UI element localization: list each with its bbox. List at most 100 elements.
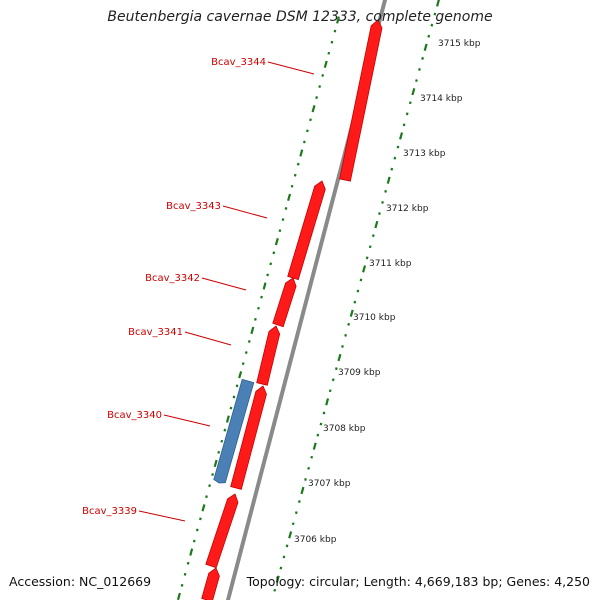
gene-label-leader [267, 61, 315, 75]
tick-mark [362, 265, 367, 273]
tick-mark [299, 149, 304, 157]
forward-gene-arrow[interactable] [339, 19, 383, 182]
tick-mark [296, 162, 300, 166]
tick-mark [262, 282, 267, 290]
tick-mark [359, 278, 363, 282]
gene-label-leader [163, 414, 211, 427]
tick-mark [325, 398, 330, 406]
tick-mark [281, 218, 285, 222]
accession-text: Accession: NC_012669 [9, 574, 152, 589]
tick-mark [337, 353, 342, 362]
gene-label[interactable]: Bcav_3340 [107, 410, 162, 421]
tick-mark [328, 389, 332, 393]
tick-mark [318, 85, 322, 89]
tick-mark [257, 306, 260, 310]
scale-label: 3709 kbp [338, 368, 381, 378]
gene-label[interactable]: Bcav_3344 [211, 57, 266, 68]
tick-mark [254, 317, 257, 321]
tick-mark [347, 322, 351, 326]
gene-label[interactable]: Bcav_3343 [166, 201, 221, 212]
tick-mark [418, 68, 421, 71]
tick-mark [232, 395, 236, 399]
tick-mark [217, 450, 221, 454]
tick-mark [323, 60, 328, 69]
forward-gene-arrow[interactable] [205, 493, 239, 569]
tick-mark [321, 74, 325, 77]
forward-gene-arrow[interactable] [287, 180, 326, 281]
gene-label-leader [222, 205, 268, 219]
tick-mark [192, 539, 196, 543]
tick-mark [381, 200, 384, 204]
tick-mark [266, 273, 270, 277]
scale-label: 3708 kbp [323, 424, 366, 434]
forward-gene-arrow[interactable] [272, 277, 297, 328]
tick-mark [275, 575, 280, 583]
tick-mark [274, 238, 279, 246]
tick-mark [195, 528, 199, 532]
forward-gene-arrow[interactable] [201, 567, 220, 600]
tick-mark [390, 167, 394, 171]
tick-mark [288, 531, 293, 539]
tick-mark [291, 522, 295, 526]
tick-mark [423, 43, 428, 51]
tick-mark [312, 442, 317, 450]
tick-mark [378, 212, 381, 216]
tick-mark [336, 16, 340, 24]
scale-label: 3710 kbp [353, 313, 396, 323]
tick-mark [287, 193, 292, 202]
tick-mark [393, 156, 397, 160]
tick-mark [208, 484, 211, 488]
tick-mark [341, 345, 344, 348]
forward-gene-arrow[interactable] [230, 385, 267, 490]
tick-mark [300, 486, 305, 495]
tick-mark [311, 105, 316, 113]
tick-mark [183, 572, 187, 576]
tick-mark [269, 262, 273, 266]
genome-summary-text: Topology: circular; Length: 4,669,183 bp… [246, 574, 590, 589]
tick-mark [290, 184, 294, 188]
tick-mark [282, 555, 286, 559]
tick-mark [436, 0, 440, 7]
tick-mark [189, 548, 194, 556]
tick-mark [386, 176, 391, 184]
tick-mark [356, 289, 360, 293]
scale-label: 3713 kbp [403, 149, 446, 159]
scale-label: 3712 kbp [386, 204, 429, 214]
tick-mark [384, 189, 387, 193]
reverse-gene-arrow[interactable] [213, 378, 255, 484]
tick-mark [223, 428, 227, 432]
gene-label[interactable]: Bcav_3339 [82, 506, 137, 517]
tick-mark [396, 145, 400, 149]
tick-mark [260, 295, 263, 299]
tick-mark [310, 455, 314, 459]
map-title: Beutenbergia cavernae DSM 12333, complet… [107, 9, 493, 25]
tick-mark [427, 34, 431, 38]
tick-mark [319, 422, 323, 426]
gene-label-leader [184, 331, 232, 346]
tick-mark [279, 566, 283, 570]
tick-mark [316, 433, 320, 437]
tick-mark [250, 326, 255, 335]
tick-mark [186, 561, 190, 565]
tick-mark [344, 333, 347, 337]
tick-mark [371, 234, 375, 238]
gene-label[interactable]: Bcav_3341 [128, 327, 183, 338]
tick-mark [297, 500, 301, 504]
inner-tick-track [273, 0, 440, 592]
forward-gene-arrow[interactable] [256, 325, 281, 386]
tick-mark [421, 56, 424, 60]
tick-mark [333, 29, 337, 33]
gene-label[interactable]: Bcav_3342 [145, 273, 200, 284]
tick-mark [309, 118, 312, 122]
tick-mark [374, 220, 379, 229]
tick-mark [315, 96, 318, 100]
tick-mark [201, 504, 206, 512]
tick-mark [278, 229, 282, 233]
tick-mark [304, 478, 307, 481]
tick-mark [220, 439, 224, 443]
tick-mark [408, 101, 412, 105]
tick-mark [430, 23, 434, 27]
tick-mark [349, 309, 354, 317]
tick-mark [211, 473, 214, 476]
